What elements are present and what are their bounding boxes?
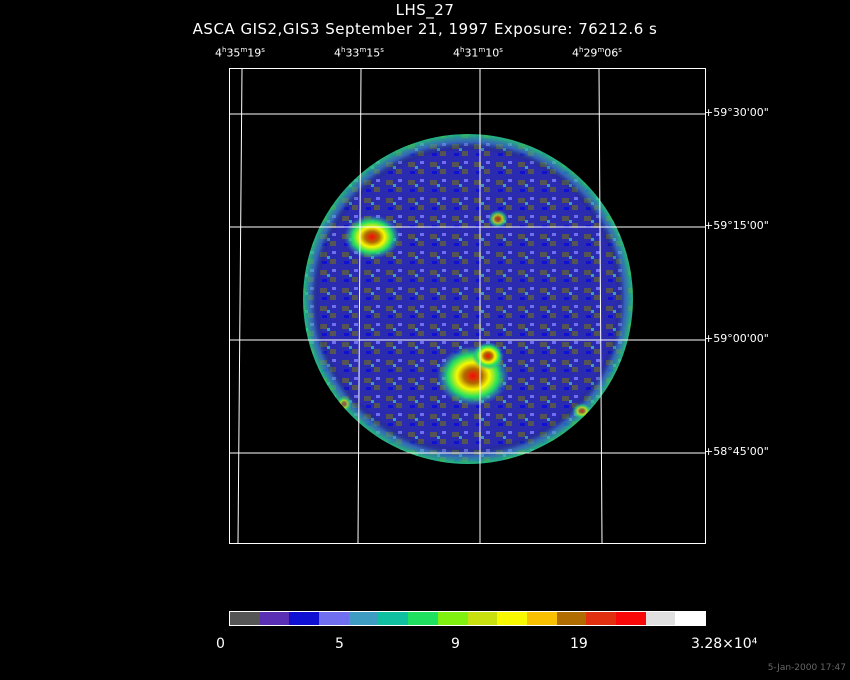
image-frame xyxy=(229,68,706,544)
ra-label-4: 4h29m06s xyxy=(572,46,622,60)
image-title: LHS_27 xyxy=(395,1,455,19)
colorbar-tick-1: 0 xyxy=(216,636,225,652)
ra-label-2: 4h33m15s xyxy=(334,46,384,60)
colorbar-swatch xyxy=(675,612,705,625)
colorbar-tick-5: 3.28×10⁴ xyxy=(691,636,758,652)
timestamp: 5-Jan-2000 17:47 xyxy=(767,663,846,673)
colorbar-tick-4: 19 xyxy=(570,636,588,652)
colorbar-swatch xyxy=(319,612,349,625)
colorbar-swatch xyxy=(259,612,290,625)
colorbar-swatch xyxy=(437,612,468,625)
colorbar-tick-3: 9 xyxy=(451,636,460,652)
colorbar-swatch xyxy=(645,612,676,625)
colorbar-swatch xyxy=(289,612,320,625)
dec-label-4: +58°45'00" xyxy=(704,445,769,458)
ra-label-3: 4h31m10s xyxy=(453,46,503,60)
colorbar-swatch xyxy=(230,612,260,625)
xray-image xyxy=(230,69,705,543)
colorbar-swatch xyxy=(378,612,409,625)
colorbar-swatch xyxy=(526,612,557,625)
image-subtitle: ASCA GIS2,GIS3 September 21, 1997 Exposu… xyxy=(192,20,658,38)
colorbar-swatch xyxy=(586,612,616,625)
dec-label-1: +59°30'00" xyxy=(704,106,769,119)
colorbar-swatch xyxy=(467,612,498,625)
colorbar-swatch xyxy=(556,612,587,625)
colorbar-swatch xyxy=(408,612,438,625)
ra-label-1: 4h35m19s xyxy=(215,46,265,60)
dec-label-2: +59°15'00" xyxy=(704,219,769,232)
colorbar-swatch xyxy=(497,612,527,625)
dec-label-3: +59°00'00" xyxy=(704,332,769,345)
colorbar-tick-2: 5 xyxy=(335,636,344,652)
colorbar-swatch xyxy=(348,612,379,625)
colorbar-swatch xyxy=(615,612,646,625)
colorbar xyxy=(229,611,706,626)
